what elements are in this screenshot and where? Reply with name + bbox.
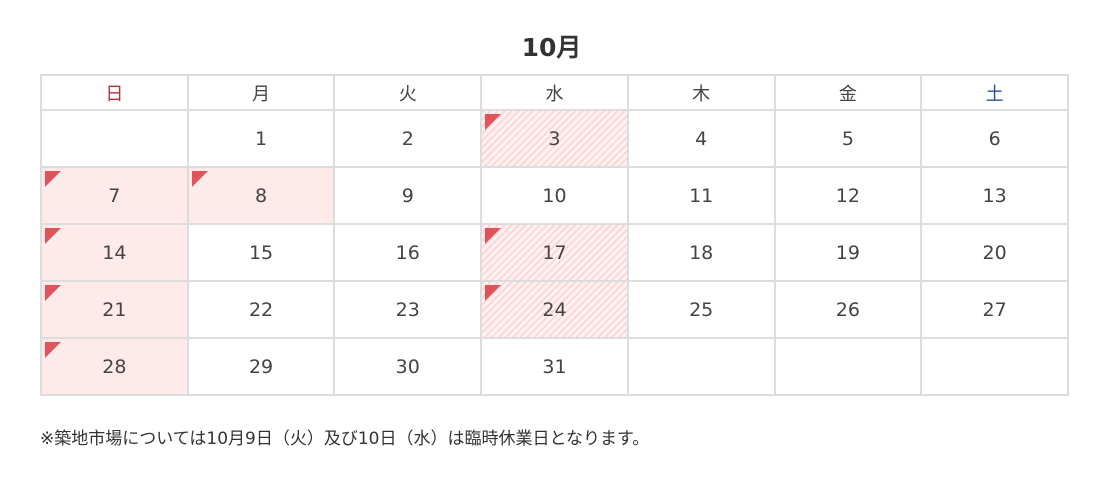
day-cell: 30 [333,337,483,396]
closure-note: ※築地市場については10月9日（火）及び10日（水）は臨時休業日となります。 [40,429,650,449]
empty-cell [773,337,923,396]
day-number: 13 [982,184,1007,207]
week-row: 14 15 16 17 18 19 20 [40,223,1069,282]
day-cell: 10 [480,166,629,225]
day-number: 8 [255,184,268,207]
day-cell: 28 [40,337,189,396]
day-number: 5 [841,127,854,150]
day-number: 31 [542,355,567,378]
closed-marker-icon [45,285,61,301]
day-number: 30 [395,355,420,378]
day-cell: 29 [186,337,336,396]
day-number: 2 [401,127,414,150]
weekday-header: 月 [186,74,336,111]
day-number: 12 [835,184,860,207]
day-cell: 7 [40,166,189,225]
day-cell: 20 [920,223,1069,282]
day-number: 11 [689,184,714,207]
day-number: 19 [835,241,860,264]
day-cell: 5 [773,109,923,168]
day-cell: 11 [626,166,776,225]
empty-cell [920,337,1069,396]
closed-marker-icon [45,342,61,358]
month-title: 10月 [521,33,582,62]
week-row: 7 8 9 10 11 12 13 [40,166,1069,225]
closed-marker-icon [45,228,61,244]
day-number: 10 [542,184,567,207]
closed-marker-icon [485,114,502,130]
day-number: 25 [689,298,714,321]
day-cell: 6 [920,109,1069,168]
day-cell: 4 [626,109,776,168]
weekday-header: 日 [40,74,189,111]
day-cell: 3 [480,109,629,168]
empty-cell [626,337,776,396]
day-number: 16 [395,241,420,264]
day-number: 29 [248,355,274,378]
day-number: 15 [248,241,274,264]
day-cell: 25 [626,280,776,339]
day-cell: 12 [773,166,923,225]
closed-marker-icon [191,171,208,187]
day-number: 28 [102,355,127,378]
day-number: 4 [695,127,708,150]
day-cell: 9 [333,166,483,225]
day-cell: 26 [773,280,923,339]
day-cell: 24 [480,280,629,339]
day-number: 6 [988,127,1001,150]
empty-cell [40,109,189,168]
day-cell: 14 [40,223,189,282]
day-number: 7 [108,184,121,207]
day-number: 22 [248,298,274,321]
day-cell: 19 [773,223,923,282]
day-cell: 21 [40,280,189,339]
week-row: 1 2 3 4 5 6 [40,109,1069,168]
day-cell: 22 [186,280,336,339]
day-number: 14 [102,241,127,264]
day-number: 27 [982,298,1007,321]
weekday-header: 金 [773,74,923,111]
closed-marker-icon [45,171,61,187]
day-number: 9 [401,184,414,207]
day-cell: 13 [920,166,1069,225]
day-cell: 2 [333,109,483,168]
day-cell: 27 [920,280,1069,339]
weekday-header: 木 [626,74,776,111]
weekday-header: 土 [920,74,1069,111]
day-cell: 8 [186,166,336,225]
calendar-table: 日月火水木金土 1 2 3 4 5 6 7 8 9 10 11 12 13 14 15 16 17 18 19 20 2… [40,74,1069,396]
closed-marker-icon [485,285,502,301]
weekday-header: 水 [480,74,629,111]
day-number: 26 [835,298,860,321]
day-number: 18 [689,241,714,264]
day-cell: 17 [480,223,629,282]
week-row: 28 29 30 31 [40,337,1069,396]
closed-marker-icon [485,228,502,244]
day-number: 3 [548,127,561,150]
day-number: 24 [542,298,567,321]
week-row: 21 22 23 24 25 26 27 [40,280,1069,339]
day-cell: 23 [333,280,483,339]
day-cell: 18 [626,223,776,282]
day-number: 20 [982,241,1007,264]
day-number: 23 [395,298,420,321]
day-cell: 16 [333,223,483,282]
weekday-header: 火 [333,74,483,111]
day-cell: 31 [480,337,629,396]
day-number: 21 [102,298,127,321]
day-cell: 1 [186,109,336,168]
day-number: 17 [542,241,567,264]
day-number: 1 [255,127,268,150]
weekday-header-row: 日月火水木金土 [40,74,1069,111]
day-cell: 15 [186,223,336,282]
